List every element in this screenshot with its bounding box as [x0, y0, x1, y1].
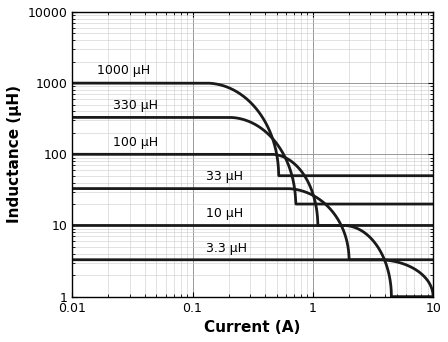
Text: 10 μH: 10 μH [206, 208, 243, 221]
Text: 3.3 μH: 3.3 μH [206, 242, 247, 255]
Text: 33 μH: 33 μH [206, 170, 243, 183]
X-axis label: Current (A): Current (A) [204, 320, 301, 335]
Text: 1000 μH: 1000 μH [97, 64, 150, 77]
Y-axis label: Inductance (μH): Inductance (μH) [7, 85, 22, 223]
Text: 100 μH: 100 μH [113, 136, 159, 149]
Text: 330 μH: 330 μH [113, 99, 159, 112]
